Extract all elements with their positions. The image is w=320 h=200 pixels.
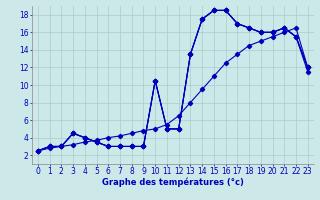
X-axis label: Graphe des températures (°c): Graphe des températures (°c) [102, 178, 244, 187]
